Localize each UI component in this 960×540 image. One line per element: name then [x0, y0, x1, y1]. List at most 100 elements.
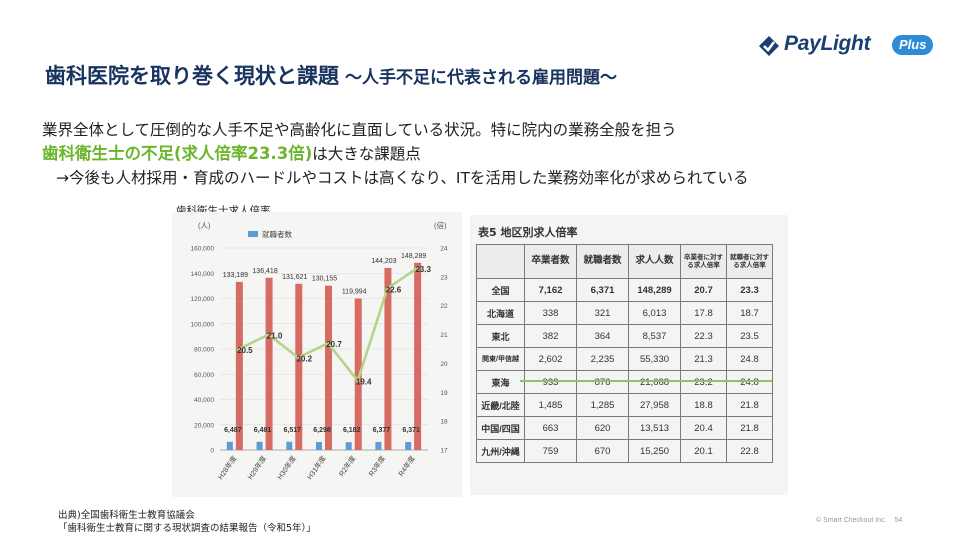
- table-cell: 620: [576, 416, 629, 440]
- table-cell: 670: [576, 439, 629, 463]
- body-line-1: 業界全体として圧倒的な人手不足や高齢化に直面している状況。特に院内の業務全般を担…: [42, 121, 677, 139]
- table-cell: 1,485: [524, 393, 577, 417]
- table-cell: 24.8: [726, 347, 773, 371]
- table-cell: 近畿/北陸: [476, 393, 525, 417]
- table-cell: 24.8: [726, 370, 773, 394]
- bar-value-label: 6,371: [402, 427, 420, 434]
- table-cell: 18.7: [726, 301, 773, 325]
- body-line-3: →今後も人材採用・育成のハードルやコストは高くなり、ITを活用した業務効率化が求…: [56, 169, 749, 187]
- table-cell: 21.3: [680, 347, 727, 371]
- table-header-cell: 卒業者に対する求人倍率: [680, 244, 727, 279]
- bar-value-label: 6,487: [224, 427, 242, 434]
- bar-job-openings: [354, 298, 362, 450]
- table-cell: 15,250: [628, 439, 681, 463]
- legend-swatch: [248, 231, 258, 237]
- table-title: 表5 地区別求人倍率: [478, 226, 578, 239]
- bar-job-openings: [414, 262, 422, 450]
- bar-job-openings: [235, 281, 243, 450]
- ratio-value-label: 22.6: [386, 285, 402, 294]
- table-cell: 23.5: [726, 324, 773, 348]
- x-tick-label: H28年度: [216, 454, 239, 481]
- table-cell: 20.7: [680, 278, 727, 302]
- y-tick-label-right: 22: [440, 303, 448, 310]
- y-tick-label-right: 18: [440, 419, 448, 426]
- ratio-point: [326, 341, 330, 346]
- bar-value-label: 119,994: [342, 289, 367, 296]
- table-row: 北海道 338 321 6,013 17.8 18.7: [476, 301, 773, 325]
- bar-employed: [375, 441, 382, 450]
- table-header-cell: 就職者数: [576, 244, 629, 279]
- y-tick-label-left: 100,000: [191, 321, 215, 328]
- table-row: 東北 382 364 8,537 22.3 23.5: [476, 324, 773, 348]
- table-cell: 22.3: [680, 324, 727, 348]
- y-tick-label-left: 160,000: [191, 246, 215, 253]
- bar-employed: [226, 441, 233, 450]
- y-tick-label-right: 20: [440, 361, 448, 368]
- bar-value-label: 131,621: [282, 274, 307, 281]
- bar-value-label: 6,182: [343, 427, 361, 434]
- table-cell: 1,285: [576, 393, 629, 417]
- table-cell: 364: [576, 324, 629, 348]
- bar-value-label: 6,377: [373, 427, 391, 434]
- ratio-value-label: 19.4: [356, 378, 372, 387]
- logo-text: PayLight: [784, 32, 871, 55]
- x-tick-label: R2年度: [337, 454, 358, 478]
- ratio-point: [355, 378, 360, 383]
- x-tick-label: H30年度: [275, 454, 298, 481]
- legend-label: 就職者数: [262, 229, 292, 239]
- table-cell: 933: [524, 370, 577, 394]
- copyright-text: © Smart Checkout Inc.: [816, 517, 887, 524]
- ratio-point: [385, 286, 390, 291]
- table-cell: 21.8: [726, 393, 773, 417]
- y-tick-label-right: 19: [440, 390, 448, 397]
- y-tick-label-left: 40,000: [194, 397, 214, 404]
- table-row: 東海 933 876 21,688 23.2 24.8: [476, 370, 773, 394]
- table-cell: 876: [576, 370, 629, 394]
- bar-employed: [286, 441, 293, 450]
- regional-rate-table: 卒業者数 就職者数 求人人数 卒業者に対する求人倍率 就職者に対する求人倍率 全…: [476, 244, 773, 463]
- table-cell: 338: [524, 301, 577, 325]
- y-axis-label-left: (人): [198, 221, 211, 230]
- bar-employed: [256, 441, 263, 450]
- table-cell: 23.3: [726, 278, 773, 302]
- y-tick-label-left: 120,000: [191, 296, 215, 303]
- table-cell: 6,371: [576, 278, 629, 302]
- table-header-row: 卒業者数 就職者数 求人人数 卒業者に対する求人倍率 就職者に対する求人倍率: [476, 244, 773, 279]
- table-row: 関東/甲信越 2,602 2,235 55,330 21.3 24.8: [476, 347, 773, 371]
- table-cell: 17.8: [680, 301, 727, 325]
- table-cell: 東海: [476, 370, 525, 394]
- bar-employed: [316, 442, 322, 450]
- table-header-cell: 就職者に対する求人倍率: [726, 244, 773, 279]
- bar-value-label: 133,189: [223, 272, 248, 279]
- table-cell: 321: [576, 301, 629, 325]
- table-header-cell: [476, 244, 525, 279]
- table-cell: 北海道: [476, 301, 525, 325]
- paylight-logo: PayLight Plus: [758, 32, 940, 58]
- ratio-value-label: 20.7: [326, 340, 342, 349]
- table-cell: 382: [524, 324, 577, 348]
- table-cell: 2,235: [576, 347, 629, 371]
- table-header-cell: 卒業者数: [524, 244, 577, 279]
- bar-value-label: 6,481: [254, 427, 272, 434]
- bar-job-openings: [384, 267, 392, 450]
- footer: © Smart Checkout Inc. 54: [816, 517, 902, 524]
- y-tick-label-right: 17: [440, 448, 448, 455]
- logo-mark-icon: [759, 36, 779, 56]
- bar-employed: [345, 442, 352, 450]
- highlight-text: 歯科衛生士の不足(求人倍率23.3倍): [42, 144, 313, 163]
- y-tick-label-right: 23: [440, 274, 448, 281]
- table-cell: 中国/四国: [476, 416, 525, 440]
- table-cell: 663: [524, 416, 577, 440]
- ratio-point: [266, 332, 271, 337]
- table-cell: 8,537: [628, 324, 681, 348]
- page-title-main: 歯科医院を取り巻く現状と課題: [45, 64, 339, 88]
- bar-job-openings: [265, 277, 273, 450]
- page-title-sub: 〜人手不足に代表される雇用問題〜: [345, 68, 617, 88]
- bar-chart: 0 20,000 40,000 60,000 80,000 100,000 120,000 1…: [191, 220, 448, 481]
- bar-value-label: 144,203: [371, 258, 396, 265]
- bar-value-label: 6,517: [284, 427, 302, 434]
- table-cell: 21,688: [628, 370, 681, 394]
- x-tick-label: R4年度: [396, 454, 417, 478]
- source-line-2: 「歯科衛生士教育に関する現状調査の結果報告（令和5年）」: [58, 523, 316, 534]
- bar-value-label: 130,155: [312, 276, 337, 283]
